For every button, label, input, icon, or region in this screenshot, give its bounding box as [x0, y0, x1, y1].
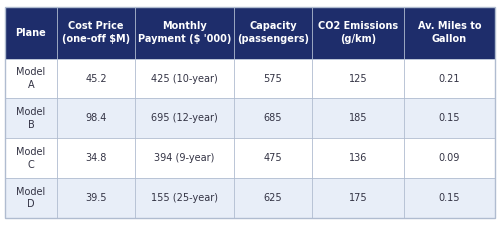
- Bar: [312, 138, 404, 178]
- Bar: [135, 58, 234, 99]
- Text: 695 (12-year): 695 (12-year): [151, 113, 218, 124]
- Text: 34.8: 34.8: [86, 153, 106, 163]
- Bar: [404, 58, 495, 99]
- Bar: [5, 58, 57, 99]
- Text: 175: 175: [348, 193, 367, 203]
- Bar: [312, 178, 404, 218]
- Bar: [5, 99, 57, 138]
- Text: 45.2: 45.2: [85, 74, 107, 83]
- Text: 0.21: 0.21: [438, 74, 460, 83]
- Bar: [57, 99, 135, 138]
- Bar: [234, 7, 312, 58]
- Text: 185: 185: [348, 113, 367, 124]
- Text: 0.15: 0.15: [438, 193, 460, 203]
- Bar: [312, 7, 404, 58]
- Bar: [404, 178, 495, 218]
- Text: 685: 685: [264, 113, 282, 124]
- Text: Capacity
(passengers): Capacity (passengers): [237, 21, 309, 44]
- Bar: [135, 138, 234, 178]
- Text: 475: 475: [264, 153, 282, 163]
- Bar: [57, 58, 135, 99]
- Text: 155 (25-year): 155 (25-year): [151, 193, 218, 203]
- Text: 125: 125: [348, 74, 367, 83]
- Bar: [404, 7, 495, 58]
- Text: 575: 575: [264, 74, 282, 83]
- Bar: [135, 178, 234, 218]
- Bar: [135, 7, 234, 58]
- Bar: [234, 99, 312, 138]
- Text: 394 (9-year): 394 (9-year): [154, 153, 214, 163]
- Text: 39.5: 39.5: [85, 193, 106, 203]
- Text: Plane: Plane: [16, 28, 46, 38]
- Text: 0.15: 0.15: [438, 113, 460, 124]
- Bar: [57, 138, 135, 178]
- Text: Model
B: Model B: [16, 107, 46, 130]
- Bar: [312, 99, 404, 138]
- Bar: [312, 58, 404, 99]
- Text: 136: 136: [348, 153, 367, 163]
- Text: Model
A: Model A: [16, 67, 46, 90]
- Bar: [5, 138, 57, 178]
- Text: CO2 Emissions
(g/km): CO2 Emissions (g/km): [318, 21, 398, 44]
- Bar: [5, 178, 57, 218]
- Text: 425 (10-year): 425 (10-year): [151, 74, 218, 83]
- Text: Cost Price
(one-off $M): Cost Price (one-off $M): [62, 21, 130, 44]
- Bar: [57, 7, 135, 58]
- Bar: [234, 178, 312, 218]
- Text: Av. Miles to
Gallon: Av. Miles to Gallon: [418, 21, 481, 44]
- Bar: [234, 138, 312, 178]
- Bar: [57, 178, 135, 218]
- Text: 98.4: 98.4: [86, 113, 106, 124]
- Text: 625: 625: [264, 193, 282, 203]
- Bar: [404, 138, 495, 178]
- Text: 0.09: 0.09: [438, 153, 460, 163]
- Text: Monthly
Payment ($ '000): Monthly Payment ($ '000): [138, 21, 231, 44]
- Text: Model
C: Model C: [16, 147, 46, 170]
- Bar: [135, 99, 234, 138]
- Bar: [404, 99, 495, 138]
- Text: Model
D: Model D: [16, 187, 46, 209]
- Bar: [5, 7, 57, 58]
- Bar: [234, 58, 312, 99]
